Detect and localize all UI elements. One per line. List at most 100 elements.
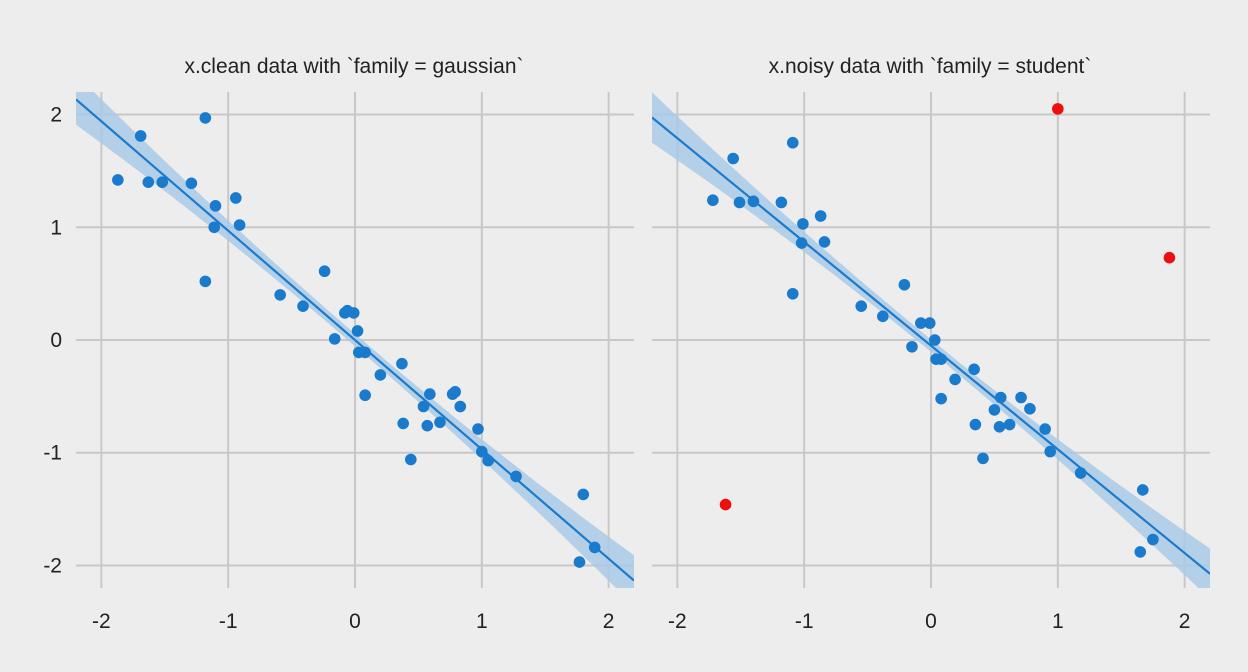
data-point [199, 112, 212, 124]
right-panel-title: x.noisy data with `family = student` [769, 55, 1092, 78]
x-tick-label: -2 [668, 610, 687, 633]
data-point [359, 346, 371, 359]
data-point [359, 389, 371, 402]
data-point [1134, 546, 1147, 558]
x-tick-label: -2 [92, 610, 111, 633]
data-point [134, 130, 147, 142]
data-point [573, 556, 586, 568]
data-point [424, 388, 436, 400]
data-point [786, 287, 799, 300]
data-point [727, 152, 739, 165]
data-point [818, 236, 831, 248]
data-point [454, 400, 467, 413]
gridlines [652, 92, 1210, 588]
data-point [421, 419, 434, 432]
data-point [906, 340, 918, 353]
data-point [156, 176, 169, 188]
y-tick-label: 0 [50, 329, 62, 352]
data-point [476, 445, 488, 458]
fit-group [76, 92, 634, 588]
data-point [588, 541, 601, 554]
data-point [915, 317, 927, 329]
data-point [577, 488, 590, 501]
data-point [297, 300, 309, 312]
data-point [482, 454, 494, 467]
left-panel: -2 -1 0 1 2 -2 -1 0 1 2 x.clean data with `family … [43, 55, 634, 633]
data-point [877, 310, 889, 323]
data-point [274, 289, 286, 301]
data-point [397, 417, 409, 430]
data-point [988, 404, 1001, 416]
y-tick-label: -2 [43, 554, 62, 577]
data-point [434, 416, 446, 429]
left-panel-title: x.clean data with `family = gaussian` [184, 55, 523, 78]
data-point [795, 237, 808, 249]
data-point [733, 196, 746, 209]
data-point [994, 391, 1007, 404]
data-point [1074, 467, 1087, 479]
data-point [935, 392, 947, 405]
data-point [209, 200, 222, 212]
data-point [797, 218, 809, 230]
data-point [898, 278, 911, 291]
data-point [1136, 484, 1149, 496]
outlier-point [719, 498, 732, 511]
data-point [510, 470, 522, 483]
data-point [318, 265, 331, 278]
outlier-point [1052, 103, 1064, 115]
x-tick-label: 1 [1052, 610, 1064, 633]
data-point [396, 357, 408, 370]
data-point [142, 176, 155, 188]
data-point [775, 196, 788, 209]
data-point [786, 136, 799, 149]
regression-line [652, 116, 1210, 575]
data-point [968, 363, 980, 376]
y-tick-label: 2 [50, 104, 62, 127]
data-point [112, 174, 124, 186]
data-point [814, 210, 827, 222]
data-point [417, 400, 430, 413]
data-point [993, 421, 1006, 433]
x-tick-label: -1 [795, 610, 814, 633]
right-panel: -2 -1 0 1 2 x.noisy data with `family = stude… [652, 55, 1210, 633]
data-point [229, 192, 242, 204]
data-points [112, 112, 601, 568]
data-point [208, 221, 221, 234]
x-tick-label: 1 [476, 610, 488, 633]
data-point [328, 333, 341, 345]
outlier-point [1163, 251, 1176, 264]
data-point [351, 325, 364, 337]
data-point [977, 452, 989, 465]
data-point [855, 300, 868, 312]
data-point [472, 423, 484, 435]
data-point [449, 386, 461, 398]
data-point [1003, 418, 1016, 431]
x-tick-label: -1 [219, 610, 238, 633]
data-point [1039, 423, 1051, 435]
data-point [929, 334, 941, 346]
data-point [747, 195, 760, 208]
data-point [923, 317, 936, 329]
x-tick-label: 0 [925, 610, 937, 633]
y-tick-label: -1 [43, 442, 62, 465]
x-tick-label: 0 [349, 610, 361, 633]
data-point [707, 194, 719, 207]
data-point [969, 418, 982, 431]
data-point [185, 177, 198, 190]
data-point [347, 307, 360, 319]
data-point [199, 275, 212, 288]
regression-line [76, 98, 634, 582]
data-point [405, 453, 417, 466]
data-points [707, 136, 1159, 558]
outlier-points [719, 103, 1176, 511]
data-point [233, 219, 246, 231]
data-point [1044, 445, 1057, 458]
data-point [1147, 533, 1159, 546]
x-tick-label: 2 [1179, 610, 1191, 633]
x-tick-label: 2 [603, 610, 615, 633]
data-point [935, 353, 947, 365]
data-point [1024, 402, 1036, 415]
data-point [1015, 391, 1027, 404]
y-tick-label: 1 [50, 216, 62, 239]
